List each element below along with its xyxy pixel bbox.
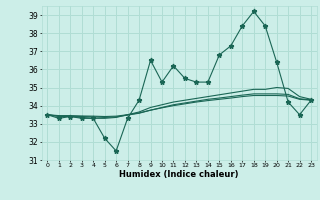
X-axis label: Humidex (Indice chaleur): Humidex (Indice chaleur) <box>119 170 239 179</box>
